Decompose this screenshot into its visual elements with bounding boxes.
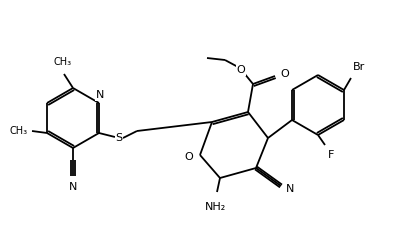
Text: Br: Br [353, 62, 365, 72]
Text: O: O [237, 65, 245, 75]
Text: O: O [184, 152, 193, 162]
Text: CH₃: CH₃ [10, 126, 28, 136]
Text: N: N [96, 90, 104, 100]
Text: NH₂: NH₂ [204, 202, 225, 212]
Text: N: N [69, 182, 77, 192]
Text: S: S [115, 133, 122, 143]
Text: O: O [280, 69, 289, 79]
Text: N: N [286, 184, 294, 194]
Text: CH₃: CH₃ [54, 57, 72, 67]
Text: F: F [328, 150, 334, 160]
